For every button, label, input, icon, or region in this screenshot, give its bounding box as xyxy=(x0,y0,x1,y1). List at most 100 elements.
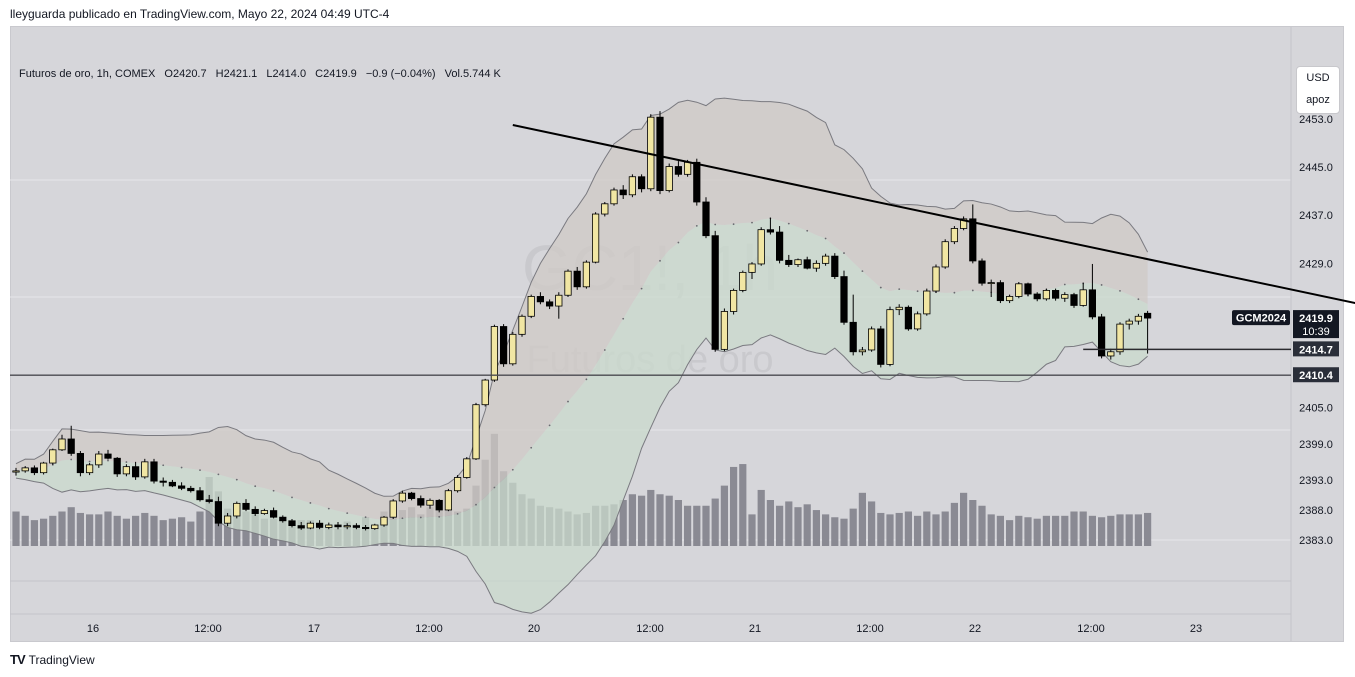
price-axis: 2453.0 2445.0 2437.0 2429.0 2405.0 2399.0 2393… xyxy=(1299,114,1333,547)
midline-dot xyxy=(677,241,680,244)
legend-open: O2420.7 xyxy=(164,68,207,80)
candle xyxy=(12,467,20,476)
chart-legend: Futuros de oro, 1h, COMEX O2420.7 H2421.… xyxy=(19,68,507,80)
volume-bar xyxy=(812,510,820,546)
candle-body xyxy=(693,161,701,203)
midline-dot xyxy=(364,516,367,519)
candle xyxy=(987,279,995,298)
time-tick: 12:00 xyxy=(415,623,443,635)
candle xyxy=(582,260,591,289)
price-tick: 2399.0 xyxy=(1299,439,1333,451)
candle-body xyxy=(638,176,646,190)
volume-bar xyxy=(1006,520,1014,546)
volume-bar xyxy=(1024,517,1032,546)
candle xyxy=(1125,318,1133,330)
midline-dot xyxy=(199,469,201,472)
candle xyxy=(168,479,176,488)
volume-bar xyxy=(748,514,756,546)
volume-bar xyxy=(803,504,811,546)
candle xyxy=(509,331,517,366)
candle xyxy=(334,522,342,530)
volume-bar xyxy=(619,500,627,546)
candle-body xyxy=(858,349,867,353)
candle-body xyxy=(1024,283,1032,295)
candle-body xyxy=(822,255,830,264)
candle-body xyxy=(1134,315,1142,322)
candle xyxy=(40,461,48,475)
candle xyxy=(960,216,968,231)
candle-body xyxy=(407,492,416,499)
currency-unit[interactable]: USD xyxy=(1306,72,1330,84)
time-tick: 17 xyxy=(308,623,320,635)
candle xyxy=(490,324,499,382)
price-unit-mode[interactable]: apoz xyxy=(1306,94,1330,106)
candle-body xyxy=(785,259,793,265)
candle xyxy=(343,523,351,530)
candle-body xyxy=(251,508,259,514)
candle xyxy=(840,270,848,325)
candle-body xyxy=(233,502,241,517)
candle-body xyxy=(840,276,848,323)
candle-body xyxy=(187,487,195,492)
midline-dot xyxy=(548,424,551,427)
candle xyxy=(435,499,443,513)
candle xyxy=(822,253,830,266)
candle-body xyxy=(1116,323,1124,353)
midline-dot xyxy=(1137,298,1140,301)
candle xyxy=(196,487,204,502)
currency-selector[interactable]: USD apoz xyxy=(1296,66,1340,114)
volume-bar xyxy=(21,515,29,546)
volume-bar xyxy=(996,515,1004,546)
time-tick: 21 xyxy=(749,623,761,635)
midline-dot xyxy=(861,270,864,273)
midline-dot xyxy=(291,496,293,499)
candle xyxy=(1070,292,1078,308)
volume-bar xyxy=(969,500,977,546)
volume-bar xyxy=(849,508,857,546)
candle-body xyxy=(380,516,388,526)
candle-body xyxy=(812,262,821,269)
candle-body xyxy=(674,166,683,175)
candle xyxy=(1006,294,1014,304)
volume-bar xyxy=(1015,515,1023,546)
ticker-badge-box xyxy=(1232,310,1290,326)
support-price-value: 2410.4 xyxy=(1299,370,1334,382)
candle-body xyxy=(269,510,278,518)
candle xyxy=(187,485,195,493)
candle-body xyxy=(1052,290,1060,299)
candle xyxy=(288,518,296,528)
volume-bar xyxy=(1052,515,1060,546)
legend-volume: Vol.5.744 K xyxy=(444,68,501,80)
candle-body xyxy=(711,235,719,350)
midline-dot xyxy=(622,317,625,320)
candle xyxy=(619,185,627,199)
candle-body xyxy=(527,296,535,317)
volume-bar xyxy=(30,520,38,546)
volume-bar xyxy=(1107,515,1115,546)
candle xyxy=(812,260,821,272)
price-tick: 2388.0 xyxy=(1299,505,1333,517)
volume-bar xyxy=(122,518,130,546)
last-price-value: 2419.9 xyxy=(1299,313,1333,325)
volume-bar xyxy=(58,511,66,546)
candle-body xyxy=(656,116,664,191)
candle-body xyxy=(40,462,48,474)
candle xyxy=(177,482,186,491)
candle xyxy=(260,508,269,515)
candle-body xyxy=(720,311,729,350)
candle-body xyxy=(214,501,222,524)
candle xyxy=(1134,313,1142,325)
candle xyxy=(361,525,370,531)
candle-body xyxy=(610,189,618,205)
last-price-badge: 2419.910:39 xyxy=(1293,310,1339,339)
candle-body xyxy=(481,379,489,406)
candle xyxy=(638,174,646,193)
candle-body xyxy=(177,485,186,489)
price-tick: 2383.0 xyxy=(1299,535,1333,547)
support-price-value: 2414.7 xyxy=(1299,344,1333,356)
candle xyxy=(601,202,609,217)
candle xyxy=(941,239,949,269)
volume-bar xyxy=(904,511,912,546)
candle-body xyxy=(941,241,949,268)
